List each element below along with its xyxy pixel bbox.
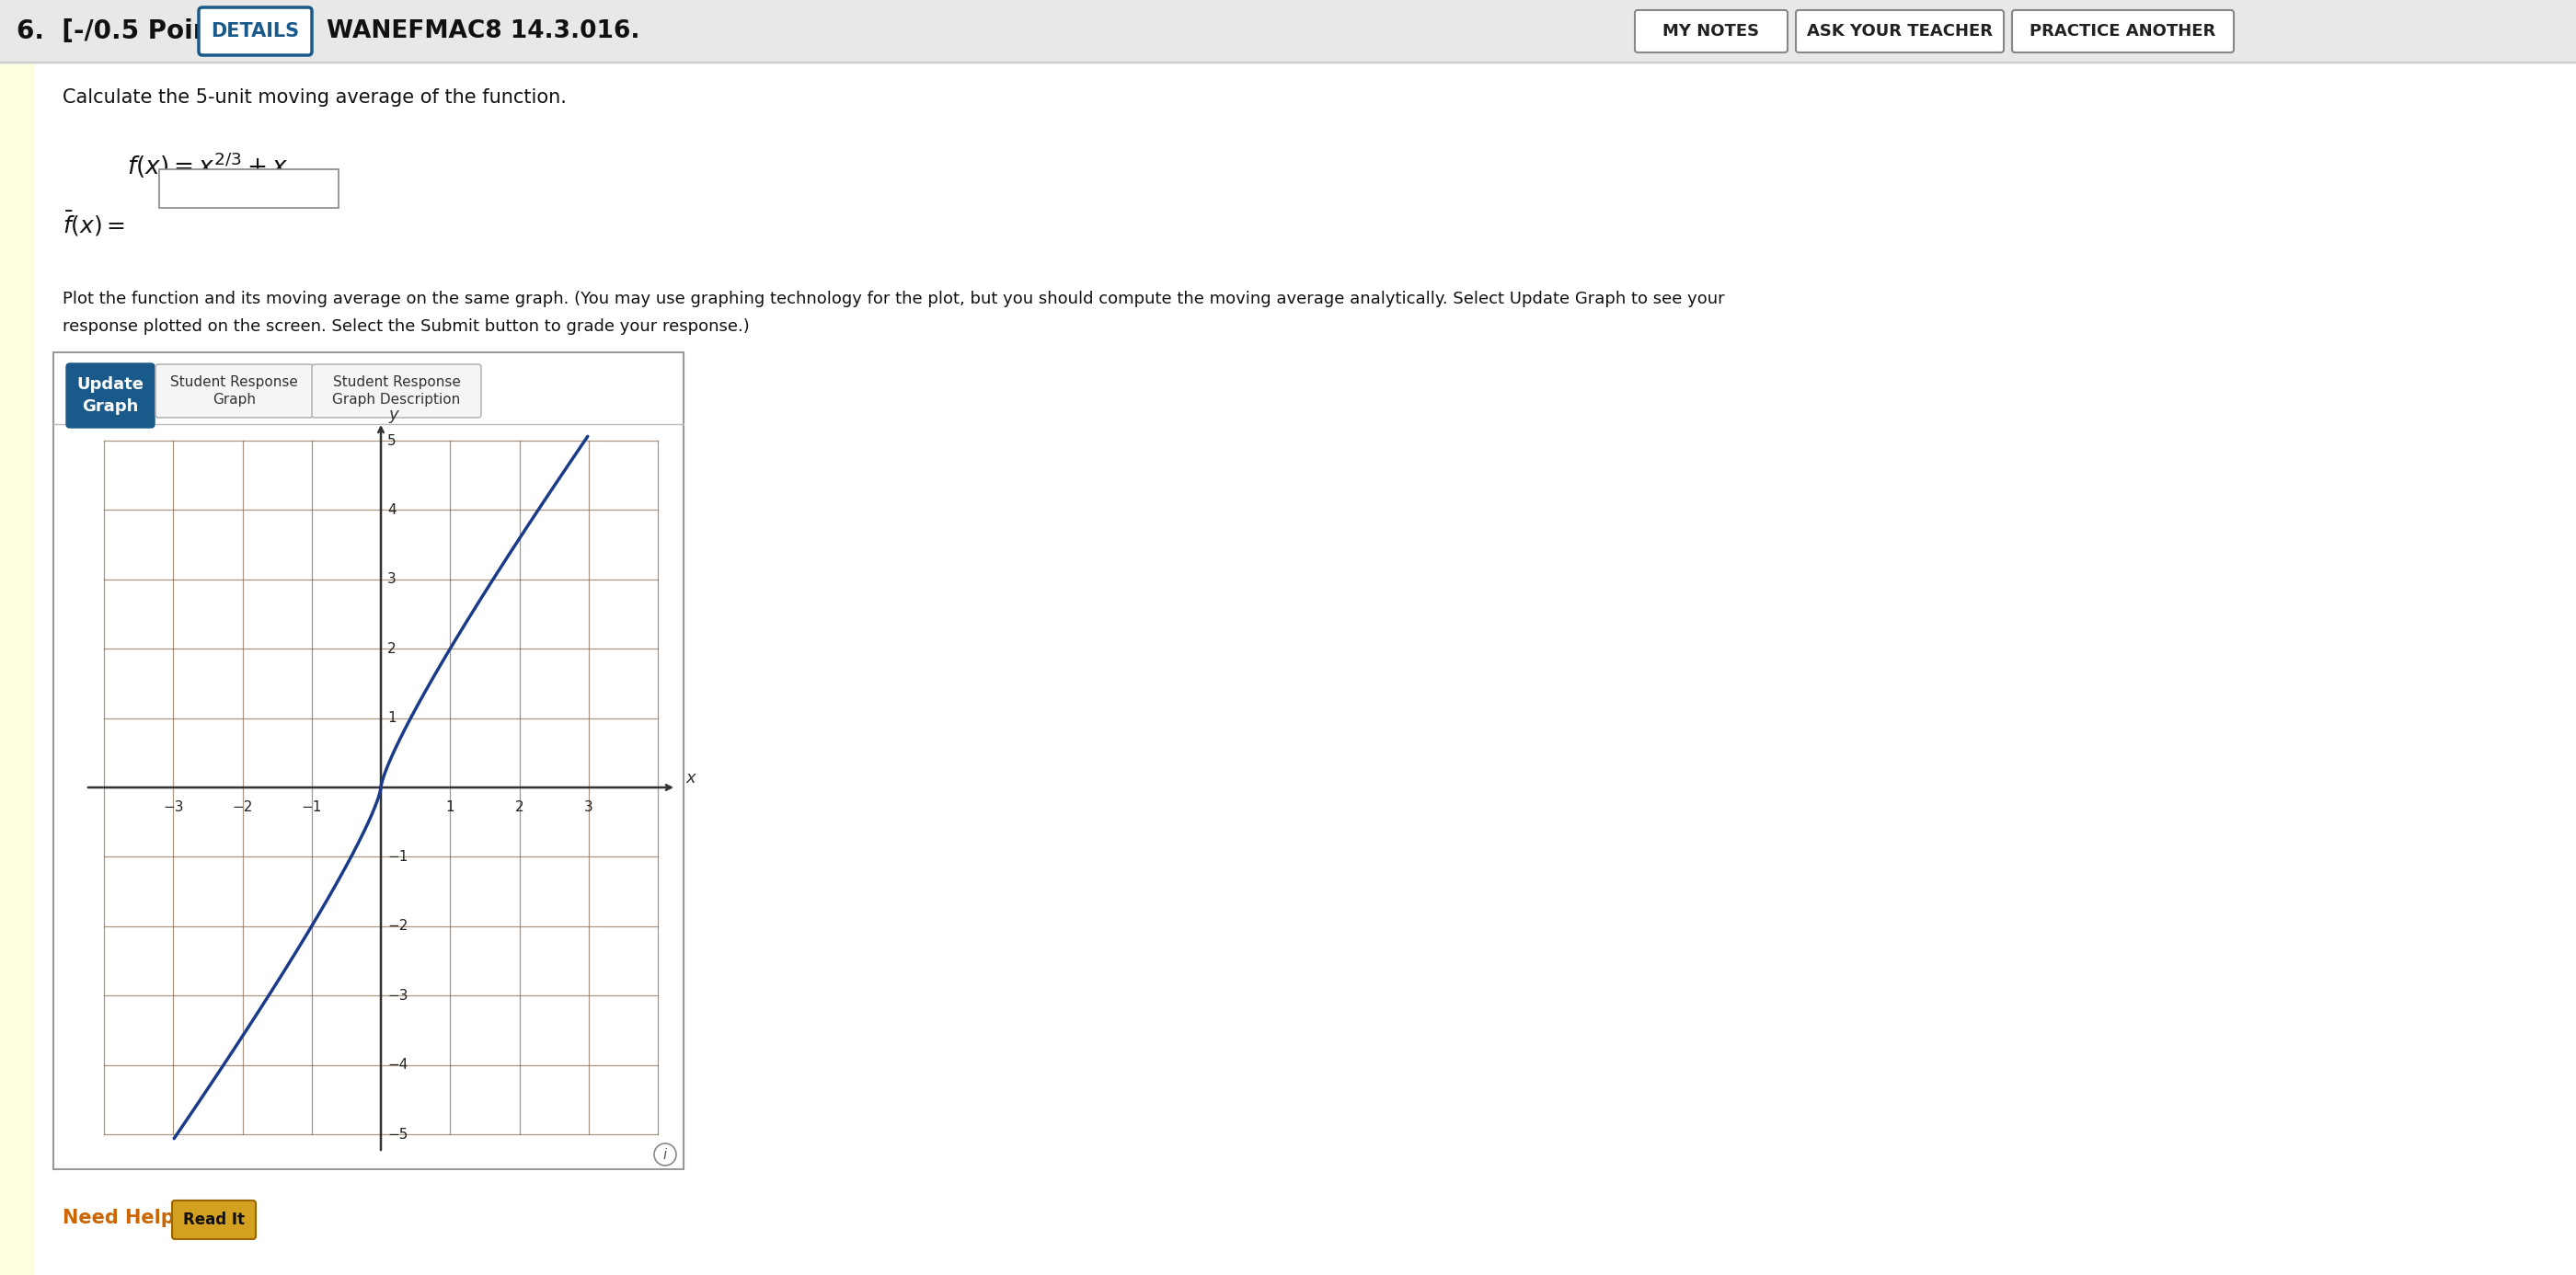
FancyBboxPatch shape bbox=[1795, 10, 2004, 52]
Text: Read It: Read It bbox=[183, 1211, 245, 1228]
Text: 2: 2 bbox=[515, 801, 523, 815]
Bar bbox=[54, 352, 683, 1169]
Text: −3: −3 bbox=[386, 988, 407, 1002]
Text: −2: −2 bbox=[232, 801, 252, 815]
Circle shape bbox=[654, 1144, 675, 1165]
Text: 6.  [-/0.5 Points]: 6. [-/0.5 Points] bbox=[15, 18, 250, 45]
Text: −1: −1 bbox=[301, 801, 322, 815]
Text: Update
Graph: Update Graph bbox=[77, 376, 144, 414]
Text: $\bar{f}(x) =$: $\bar{f}(x) =$ bbox=[62, 210, 126, 238]
Text: i: i bbox=[662, 1148, 667, 1162]
FancyBboxPatch shape bbox=[67, 363, 155, 427]
Text: $f(x) = x^{2/3} + x$: $f(x) = x^{2/3} + x$ bbox=[126, 150, 289, 180]
Text: 1: 1 bbox=[446, 801, 453, 815]
Text: −3: −3 bbox=[162, 801, 183, 815]
Text: response plotted on the screen. Select the Submit button to grade your response.: response plotted on the screen. Select t… bbox=[62, 319, 750, 335]
FancyBboxPatch shape bbox=[1636, 10, 1788, 52]
Text: y: y bbox=[389, 407, 399, 423]
Text: Plot the function and its moving average on the same graph. (You may use graphin: Plot the function and its moving average… bbox=[62, 291, 1726, 307]
Text: −1: −1 bbox=[386, 850, 407, 863]
FancyBboxPatch shape bbox=[173, 1201, 255, 1239]
Bar bbox=[0, 62, 36, 1275]
FancyBboxPatch shape bbox=[155, 365, 312, 418]
Text: Need Help?: Need Help? bbox=[62, 1209, 185, 1227]
Text: −5: −5 bbox=[386, 1127, 407, 1141]
Text: −2: −2 bbox=[386, 919, 407, 933]
FancyBboxPatch shape bbox=[198, 8, 312, 55]
Text: 5: 5 bbox=[386, 434, 397, 448]
Text: PRACTICE ANOTHER: PRACTICE ANOTHER bbox=[2030, 23, 2215, 40]
Text: x: x bbox=[685, 770, 696, 787]
Text: 1: 1 bbox=[386, 711, 397, 725]
Text: MY NOTES: MY NOTES bbox=[1664, 23, 1759, 40]
Text: Student Response
Graph Description: Student Response Graph Description bbox=[332, 375, 461, 407]
Bar bbox=[160, 170, 337, 208]
Text: 2: 2 bbox=[386, 641, 397, 655]
Text: 4: 4 bbox=[386, 504, 397, 516]
Text: 3: 3 bbox=[386, 572, 397, 586]
FancyBboxPatch shape bbox=[2012, 10, 2233, 52]
FancyBboxPatch shape bbox=[312, 365, 482, 418]
Text: Calculate the 5-unit moving average of the function.: Calculate the 5-unit moving average of t… bbox=[62, 88, 567, 107]
Text: 3: 3 bbox=[585, 801, 592, 815]
Bar bbox=[0, 0, 2576, 62]
Text: −4: −4 bbox=[386, 1058, 407, 1072]
Text: WANEFMAC8 14.3.016.: WANEFMAC8 14.3.016. bbox=[327, 19, 639, 43]
Text: DETAILS: DETAILS bbox=[211, 22, 299, 41]
Text: ASK YOUR TEACHER: ASK YOUR TEACHER bbox=[1806, 23, 1994, 40]
Text: Student Response
Graph: Student Response Graph bbox=[170, 375, 299, 407]
